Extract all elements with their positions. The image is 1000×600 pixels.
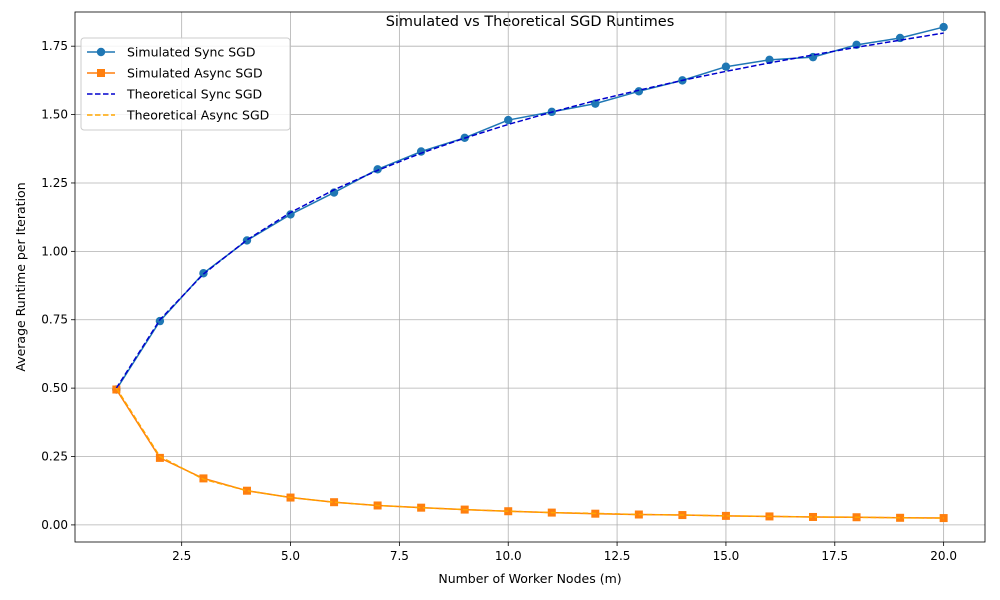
legend: Simulated Sync SGD Simulated Async SGD The… [80,37,291,131]
x-tick-label: 12.5 [604,549,631,563]
series-line-theoretical-async-sgd [115,387,944,519]
data-point-simulated-sync-sgd [634,87,644,96]
legend-label-simulated-async-sgd: Simulated Async SGD [127,66,263,81]
legend-label-simulated-sync-sgd: Simulated Sync SGD [127,45,256,60]
x-tick-label: 5.0 [281,549,300,563]
data-point-simulated-sync-sgd [504,115,513,125]
y-tick-label: 0.50 [41,381,68,395]
data-point-simulated-sync-sgd [286,210,295,219]
y-tick-label: 1.00 [41,244,68,258]
y-tick-label: 1.75 [41,39,68,53]
data-point-simulated-async-sgd [417,503,426,512]
x-tick-label: 15.0 [713,549,740,563]
legend-label-theoretical-sync-sgd: Theoretical Sync SGD [126,87,262,102]
x-tick-label: 10.0 [495,549,522,563]
x-tick-label: 2.5 [172,549,191,563]
y-axis-label: Average Runtime per Iteration [13,182,28,371]
plot-frame [74,11,986,543]
axes-ticks: 2.5 5.0 7.5 10.0 12.5 15.0 17.5 20.0 0.00 0.25 0.5… [41,39,957,563]
x-axis-label: Number of Worker Nodes (m) [438,571,621,586]
y-tick-label: 0.25 [41,450,68,464]
data-point-simulated-sync-sgd [721,62,731,71]
series-line-theoretical-sync-sgd [115,32,944,389]
legend-label-theoretical-async-sgd: Theoretical Async SGD [126,108,269,123]
y-tick-label: 1.50 [41,108,68,122]
data-point-simulated-sync-sgd [939,22,948,32]
data-point-simulated-async-sgd [242,486,251,495]
legend-marker-simulated-sync-sgd [96,47,106,57]
plot-area [112,22,948,523]
y-tick-label: 0.75 [41,313,68,327]
data-point-simulated-sync-sgd [416,147,426,156]
grid [75,12,985,542]
chart-title: Simulated vs Theoretical SGD Runtimes [386,14,675,30]
legend-box [80,37,291,131]
series-line-simulated-sync-sgd [115,26,944,390]
legend-marker-simulated-async-sgd [97,69,105,77]
x-tick-label: 7.5 [390,549,409,563]
x-tick-label: 17.5 [821,549,848,563]
data-point-simulated-async-sgd [721,511,730,520]
data-point-simulated-async-sgd [809,512,818,521]
x-tick-label: 20.0 [930,549,957,563]
data-point-simulated-sync-sgd [591,99,600,108]
y-tick-label: 1.25 [41,176,68,190]
data-point-simulated-async-sgd [155,453,164,462]
y-tick-label: 0.00 [41,518,68,532]
data-point-simulated-async-sgd [330,498,339,507]
